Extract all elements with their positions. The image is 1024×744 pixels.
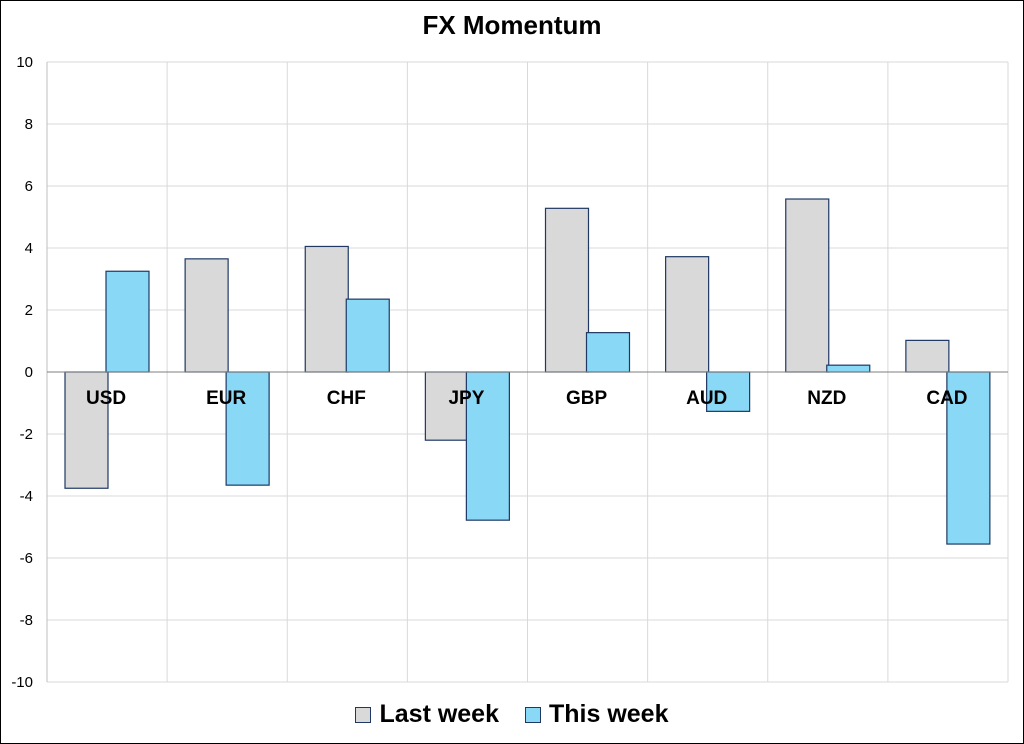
chart-legend: Last week This week [0,700,1024,729]
bar-this-week-gbp [585,332,631,373]
bar-last-week-usd [64,371,109,489]
legend-entry-last-week: Last week [355,700,499,729]
chart-title: FX Momentum [422,10,602,40]
bar-last-week-aud [665,256,710,373]
legend-label-last-week: Last week [379,700,499,728]
bar-this-week-chf [345,298,390,373]
bar-last-week-cad [905,339,950,373]
y-tick-label: 0 [25,364,33,381]
y-tick-label: -8 [20,612,33,629]
x-category-label: CHF [327,388,366,409]
x-category-label: EUR [206,388,246,409]
legend-entry-this-week: This week [525,700,669,729]
y-tick-label: -6 [20,550,33,567]
legend-swatch-this-week [525,706,541,723]
bar-last-week-nzd [785,198,830,373]
bar-last-week-eur [184,258,229,373]
y-tick-label: 4 [25,240,33,257]
y-tick-label: 10 [16,54,33,71]
bar-last-week-gbp [544,207,590,373]
x-category-label: GBP [566,388,608,409]
x-category-label: CAD [926,388,967,409]
x-category-label: AUD [686,388,727,409]
bar-this-week-nzd [826,364,871,373]
y-tick-label: -2 [20,426,33,443]
legend-swatch-last-week [355,706,372,723]
bar-this-week-usd [105,270,150,373]
y-tick-label: 8 [25,116,33,133]
y-tick-label: 2 [25,302,33,319]
bar-this-week-cad [946,371,991,545]
x-category-label: JPY [448,388,484,409]
y-tick-label: -4 [20,488,33,505]
x-category-label: NZD [807,388,846,409]
y-tick-label: -10 [11,674,33,691]
x-category-label: USD [86,388,126,409]
legend-label-this-week: This week [549,700,669,728]
y-tick-label: 6 [25,178,33,195]
bar-last-week-chf [304,245,349,373]
